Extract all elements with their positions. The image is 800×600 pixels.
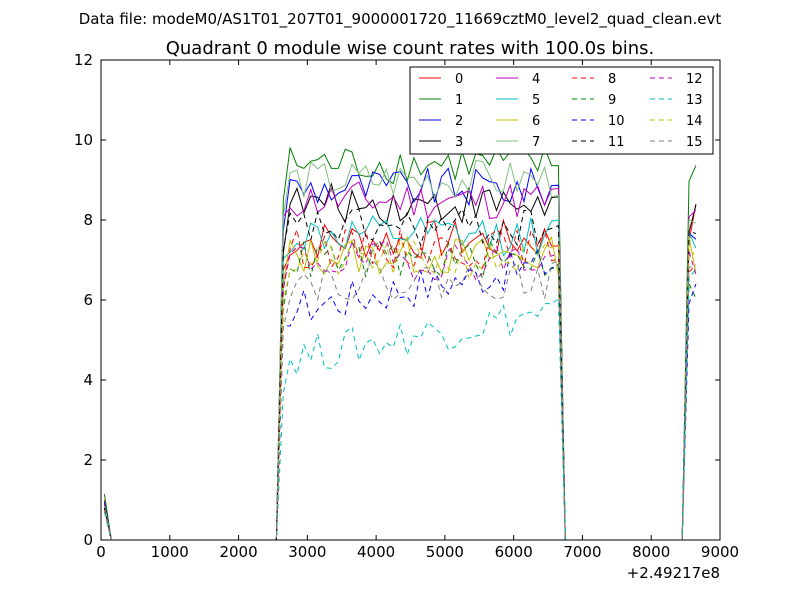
legend-label-15: 15 (686, 135, 703, 150)
legend-label-14: 14 (686, 114, 703, 129)
y-tick-label: 0 (83, 531, 93, 549)
legend-frame (409, 66, 714, 155)
legend-label-6: 6 (532, 114, 540, 129)
y-tick-label: 10 (74, 131, 93, 149)
series-layer (103, 145, 697, 541)
series-line-14 (103, 238, 697, 541)
x-tick-label: 9000 (701, 543, 739, 561)
figure-suptitle: Data file: modeM0/AS1T01_207T01_90000017… (79, 10, 722, 29)
series-line-7 (103, 159, 697, 541)
legend-label-13: 13 (686, 93, 703, 108)
x-tick-label: 0 (96, 543, 106, 561)
legend-label-9: 9 (608, 93, 616, 108)
series-line-15 (103, 259, 696, 541)
y-tick-label: 8 (83, 211, 93, 229)
x-tick-label: 2000 (219, 543, 257, 561)
legend-label-2: 2 (455, 114, 463, 129)
chart-title: Quadrant 0 module wise count rates with … (166, 38, 655, 59)
legend-label-1: 1 (455, 93, 463, 108)
series-line-12 (103, 239, 697, 541)
series-line-13 (103, 268, 697, 541)
legend-label-5: 5 (532, 93, 540, 108)
x-axis-ticks: 0 1000 2000 3000 4000 5000 6000 7000 8000 9000 (96, 60, 739, 561)
series-line-5 (103, 215, 697, 541)
series-line-2 (103, 166, 697, 541)
y-tick-label: 6 (83, 291, 93, 309)
x-tick-label: 3000 (288, 543, 326, 561)
y-tick-label: 12 (74, 51, 93, 69)
legend-label-3: 3 (455, 135, 463, 150)
x-tick-label: 6000 (495, 543, 533, 561)
legend-label-0: 0 (455, 72, 463, 87)
legend-label-4: 4 (532, 72, 540, 87)
series-line-9 (103, 239, 697, 541)
legend-label-7: 7 (532, 135, 540, 150)
x-tick-label: 7000 (563, 543, 601, 561)
legend-label-10: 10 (608, 114, 625, 129)
x-tick-label: 1000 (151, 543, 189, 561)
legend-label-8: 8 (608, 72, 616, 87)
x-tick-label: 5000 (426, 543, 464, 561)
y-tick-label: 2 (83, 451, 93, 469)
x-tick-label: 8000 (632, 543, 670, 561)
series-line-6 (103, 235, 697, 541)
y-tick-label: 4 (83, 371, 93, 389)
x-axis-offset-label: +2.49217e8 (627, 564, 720, 582)
series-line-4 (103, 181, 697, 541)
legend-label-11: 11 (608, 135, 625, 150)
series-line-10 (103, 248, 697, 541)
series-line-11 (103, 208, 697, 541)
x-tick-label: 4000 (357, 543, 395, 561)
legend-label-12: 12 (686, 72, 703, 87)
series-line-1 (103, 145, 697, 541)
